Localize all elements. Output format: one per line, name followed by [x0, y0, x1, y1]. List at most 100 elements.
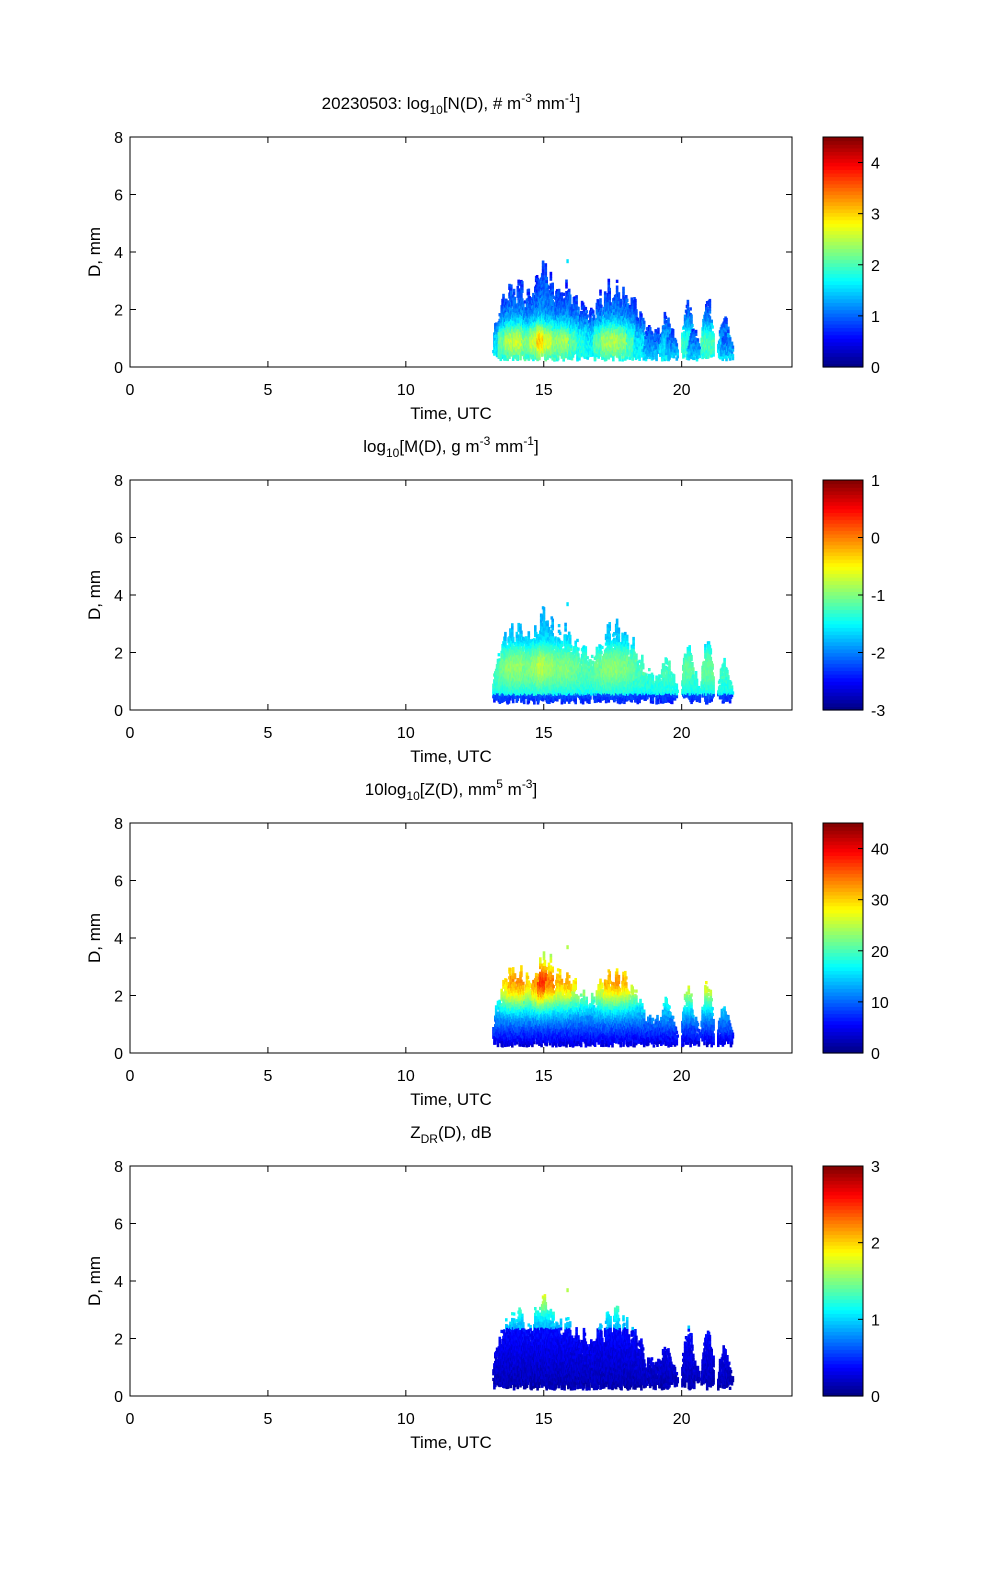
heatmap-cell: [625, 298, 629, 302]
heatmap-cell: [584, 306, 588, 311]
heatmap-cell: [549, 352, 553, 356]
heatmap-cell: [642, 326, 646, 330]
heatmap-cell: [690, 320, 693, 324]
heatmap-cell: [549, 283, 553, 287]
heatmap-cell: [642, 323, 646, 327]
heatmap-cell: [551, 333, 555, 337]
heatmap-cell: [577, 329, 580, 333]
heatmap-cell: [576, 358, 579, 362]
heatmap-cell: [617, 292, 621, 296]
heatmap-cell: [565, 279, 568, 283]
heatmap-cell: [510, 290, 513, 294]
heatmap-cell: [599, 312, 602, 316]
title-mid2: mm: [532, 94, 565, 113]
heatmap-cell: [671, 334, 675, 338]
heatmap-cell: [602, 318, 605, 323]
heatmap-cell: [537, 282, 541, 286]
heatmap-cell: [568, 294, 572, 298]
heatmap-cell: [565, 282, 568, 286]
heatmap-cell: [529, 301, 532, 305]
heatmap-cell: [634, 304, 637, 308]
heatmap-cell: [521, 289, 524, 293]
heatmap-cell: [608, 287, 611, 292]
heatmap-cell: [634, 301, 637, 305]
heatmap-cell: [552, 310, 555, 314]
heatmap-cell: [549, 294, 553, 299]
heatmap-cell: [540, 353, 544, 357]
heatmap-cell: [595, 308, 599, 312]
heatmap-cell: [589, 313, 592, 317]
heatmap-cell: [601, 353, 604, 358]
heatmap-cell: [622, 286, 625, 290]
heatmap-cell: [595, 311, 599, 315]
heatmap-cell: [534, 286, 537, 290]
heatmap-cell: [546, 296, 550, 300]
heatmap-cell: [517, 282, 520, 286]
heatmap-cell: [546, 287, 549, 291]
heatmap-cell: [544, 263, 548, 267]
heatmap-cell: [545, 282, 548, 286]
heatmap-cell: [610, 354, 613, 358]
heatmap-cell: [510, 350, 513, 354]
heatmap-cell: [625, 295, 628, 299]
heatmap-cell: [575, 298, 578, 302]
heatmap-cell: [607, 278, 611, 282]
heatmap-cell: [593, 354, 597, 358]
heatmap-cell: [519, 357, 522, 361]
heatmap-cell: [513, 299, 517, 303]
heatmap-cell: [575, 300, 578, 305]
heatmap-cell: [494, 326, 497, 330]
heatmap-cell: [523, 357, 527, 362]
heatmap-cell: [512, 291, 516, 295]
heatmap-cell: [545, 276, 548, 281]
heatmap-cell: [527, 291, 531, 295]
heatmap-cell: [557, 291, 561, 295]
heatmap-cell: [582, 305, 586, 309]
heatmap-cell: [502, 293, 505, 298]
heatmap-cell: [676, 349, 679, 353]
heatmap-cell: [592, 317, 596, 321]
heatmap-cell: [584, 321, 588, 325]
heatmap-cell: [651, 356, 655, 360]
heatmap-cell: [641, 335, 645, 339]
heatmap-cell: [527, 294, 531, 298]
heatmap-cell: [551, 285, 554, 289]
heatmap-cell: [536, 357, 539, 362]
heatmap-cell: [642, 320, 646, 324]
heatmap-cell: [562, 353, 566, 357]
heatmap-cell: [573, 296, 577, 300]
heatmap-cell: [671, 331, 675, 336]
heatmap-cell: [671, 329, 675, 333]
heatmap-cell: [502, 296, 505, 300]
heatmap-cell: [618, 358, 622, 362]
heatmap-cell: [520, 294, 523, 298]
title-mid: [N(D), # m: [443, 94, 521, 113]
heatmap-cell: [532, 307, 535, 311]
heatmap-cell: [556, 302, 560, 306]
heatmap-cell: [541, 274, 545, 279]
heatmap-cell: [615, 288, 619, 292]
heatmap-cell: [682, 354, 686, 358]
heatmap-cell: [584, 342, 588, 346]
heatmap-cell: [529, 306, 532, 311]
heatmap-cell: [575, 295, 578, 299]
heatmap-cell: [590, 353, 593, 357]
heatmap-cell: [529, 298, 532, 302]
heatmap-cell: [523, 308, 527, 313]
heatmap-cell: [535, 286, 539, 290]
heatmap-cell: [578, 354, 581, 358]
heatmap-cell: [547, 354, 551, 358]
heatmap-cell: [568, 300, 572, 304]
heatmap-cell: [587, 326, 590, 330]
heatmap-cell: [516, 294, 520, 298]
heatmap-cell: [694, 332, 698, 336]
heatmap-cell: [635, 312, 638, 316]
heatmap-cell: [494, 337, 497, 341]
heatmap-cell: [609, 302, 612, 306]
panel-title: 20230503: log10[N(D), # m-3 mm-1]: [322, 91, 581, 117]
heatmap-cell: [546, 284, 549, 288]
heatmap-cell: [595, 353, 599, 358]
heatmap-cell: [512, 288, 516, 293]
heatmap-cell: [594, 318, 598, 322]
